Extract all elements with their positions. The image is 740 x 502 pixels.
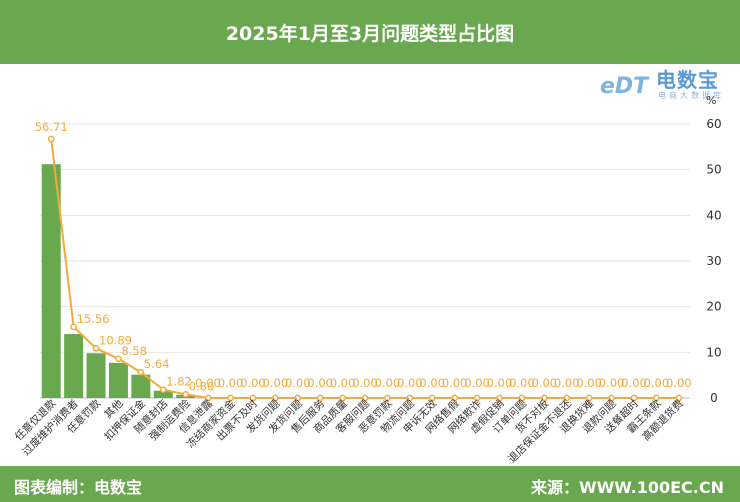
data-label-27: 0.00 (644, 376, 670, 390)
line-point-24 (585, 394, 593, 402)
line-point-13 (339, 394, 346, 402)
line-point-26 (630, 394, 638, 402)
data-label-0: 56.71 (35, 120, 68, 134)
y-tick-label-3: 30 (706, 254, 721, 268)
bar-3 (108, 362, 128, 398)
data-label-17: 0.00 (419, 376, 445, 390)
brand-logo: eDT 电数宝 电商大数据库 (592, 62, 732, 106)
logo-name: 电数宝 (656, 68, 719, 92)
data-label-10: 0.00 (263, 376, 289, 390)
line-point-5 (159, 386, 167, 394)
footer-credit: 图表编制：电数宝 (14, 478, 143, 497)
y-tick-label-1: 10 (706, 345, 721, 359)
line-point-14 (361, 394, 369, 402)
line-point-4 (137, 368, 145, 376)
chart-title: 2025年1月至3月问题类型占比图 (225, 22, 515, 45)
data-label-8: 0.00 (218, 376, 244, 390)
line-point-11 (294, 394, 302, 402)
footer-band: 图表编制：电数宝 来源：WWW.100EC.CN (0, 466, 740, 502)
data-label-20: 0.00 (487, 376, 513, 390)
footer-source: 来源：WWW.100EC.CN (530, 478, 724, 497)
bar-0 (41, 164, 61, 398)
data-label-19: 0.00 (464, 376, 490, 390)
data-label-1: 15.56 (77, 312, 110, 326)
data-label-2: 10.89 (99, 333, 132, 347)
chart-canvas: 0 10 20 30 40 50 60 56.71 15.56 10.898.585.64 1.82… (12, 117, 722, 466)
data-label-7: 0.00 (195, 376, 221, 390)
logo-subtitle: 电商大数据库 (658, 91, 724, 100)
bar-5 (153, 390, 173, 398)
line-point-9 (249, 394, 257, 402)
line-point-18 (451, 394, 459, 402)
line-point-25 (608, 394, 615, 402)
line-point-23 (563, 394, 571, 402)
data-label-9: 0.00 (240, 376, 266, 390)
line-point-8 (227, 394, 234, 402)
y-tick-label-2: 20 (706, 300, 721, 314)
data-label-28: 0.00 (666, 376, 692, 390)
line-point-16 (406, 394, 414, 402)
line-point-27 (653, 394, 660, 402)
data-label-13: 0.00 (330, 376, 356, 390)
line-point-28 (675, 394, 683, 402)
data-label-14: 0.00 (352, 376, 378, 390)
line-point-2 (92, 344, 100, 352)
line-point-22 (540, 394, 548, 402)
line-point-17 (428, 394, 436, 402)
data-label-5: 1.82 (166, 375, 192, 389)
line-point-15 (384, 394, 391, 402)
data-label-4: 5.64 (144, 357, 170, 371)
bar-1 (64, 334, 84, 398)
data-label-22: 0.00 (532, 376, 558, 390)
data-label-21: 0.00 (509, 376, 535, 390)
data-label-15: 0.00 (375, 376, 401, 390)
line-point-19 (473, 394, 481, 402)
line-point-0 (47, 135, 55, 143)
line-point-1 (70, 323, 77, 331)
bar-4 (131, 374, 151, 398)
line-point-7 (204, 394, 212, 402)
data-label-16: 0.00 (397, 376, 423, 390)
data-label-26: 0.00 (621, 376, 647, 390)
y-tick-label-0: 0 (710, 391, 718, 405)
line-point-12 (316, 394, 324, 402)
data-label-18: 0.00 (442, 376, 468, 390)
line-point-10 (271, 394, 279, 402)
line-point-21 (518, 394, 526, 402)
data-label-25: 0.00 (599, 376, 625, 390)
data-label-6: 0.80 (189, 379, 215, 393)
line-point-3 (115, 355, 122, 363)
bar-2 (86, 353, 106, 398)
data-label-12: 0.00 (307, 376, 333, 390)
data-label-3: 8.58 (121, 344, 147, 358)
line-point-20 (496, 394, 503, 402)
y-axis-unit: % (706, 94, 717, 107)
y-tick-label-4: 40 (706, 208, 721, 222)
y-tick-label-5: 50 (706, 163, 721, 177)
data-label-11: 0.00 (285, 376, 311, 390)
data-label-23: 0.00 (554, 376, 580, 390)
chart-title-band: 2025年1月至3月问题类型占比图 (0, 0, 740, 64)
y-tick-label-6: 60 (706, 117, 721, 131)
line-point-6 (182, 390, 190, 398)
data-label-24: 0.00 (576, 376, 602, 390)
logo-mark: eDT (600, 74, 649, 99)
